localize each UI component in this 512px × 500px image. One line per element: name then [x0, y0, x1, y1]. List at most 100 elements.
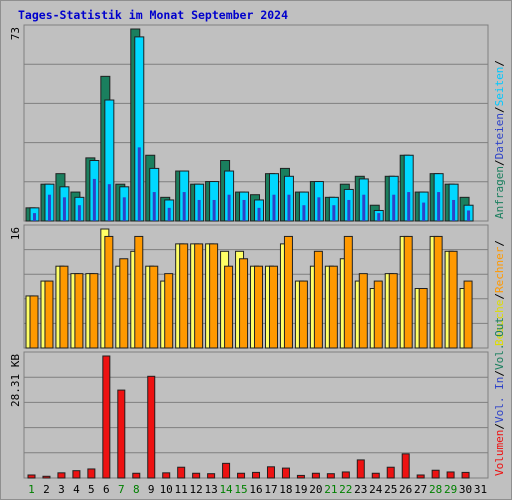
bar-seiten-day-5 — [92, 178, 96, 221]
bar-seiten-day-8 — [137, 147, 141, 221]
bar-volumen-day-5 — [87, 468, 96, 479]
panel-3-background — [23, 351, 489, 479]
bar-rechner-day-24 — [373, 280, 383, 349]
bar-rechner-day-7 — [119, 258, 129, 349]
panel-3-ymax-label: 28.31 KB — [9, 354, 22, 407]
bar-rechner-day-28 — [433, 235, 443, 349]
legend-separator: / — [493, 106, 506, 113]
bar-seiten-day-10 — [167, 207, 171, 221]
x-tick-label-day-13: 13 — [204, 483, 217, 496]
bar-volumen-day-16 — [252, 471, 261, 479]
bar-seiten-day-1 — [33, 213, 36, 221]
bar-volumen-day-10 — [162, 472, 171, 479]
panel-2-legend: Besuche/Rechner/ — [493, 240, 506, 346]
legend-rechner: Rechner — [493, 246, 506, 293]
bar-seiten-day-15 — [242, 199, 246, 221]
bar-volumen-day-27 — [416, 474, 425, 479]
bar-volumen-day-11 — [177, 466, 186, 479]
x-tick-label-day-25: 25 — [384, 483, 397, 496]
bar-volumen-day-24 — [371, 472, 380, 479]
x-tick-label-day-24: 24 — [369, 483, 383, 496]
legend-separator: / — [493, 159, 506, 166]
bar-rechner-day-27 — [418, 288, 428, 349]
legend-vol-in: Vol. In — [493, 377, 506, 423]
bar-seiten-day-19 — [302, 205, 306, 221]
x-tick-label-day-17: 17 — [264, 483, 277, 496]
x-tick-label-day-21: 21 — [324, 483, 337, 496]
bar-rechner-day-29 — [448, 250, 458, 349]
legend-dateien: Dateien — [493, 113, 506, 159]
x-tick-label-day-9: 9 — [148, 483, 155, 496]
bar-rechner-day-3 — [59, 265, 69, 349]
bar-seiten-day-18 — [287, 194, 291, 221]
x-tick-label-day-20: 20 — [309, 483, 322, 496]
bar-seiten-day-26 — [407, 192, 411, 221]
bar-rechner-day-30 — [463, 280, 473, 349]
x-tick-label-day-15: 15 — [234, 483, 247, 496]
bar-rechner-day-19 — [298, 280, 308, 349]
bar-volumen-day-3 — [57, 472, 66, 479]
bar-volumen-day-22 — [341, 471, 350, 479]
bar-seiten-day-3 — [62, 197, 66, 221]
bar-seiten-day-30 — [467, 210, 471, 221]
x-tick-label-day-2: 2 — [43, 483, 50, 496]
x-tick-label-day-28: 28 — [429, 483, 442, 496]
x-tick-label-day-8: 8 — [133, 483, 140, 496]
bar-seiten-day-28 — [437, 192, 441, 221]
x-tick-label-day-12: 12 — [190, 483, 203, 496]
bar-seiten-day-11 — [182, 192, 186, 221]
bar-rechner-day-5 — [89, 273, 99, 349]
bar-volumen-day-18 — [281, 467, 290, 479]
bar-rechner-day-10 — [164, 273, 174, 349]
bar-rechner-day-9 — [149, 265, 159, 349]
bar-volumen-day-23 — [356, 459, 365, 479]
bar-seiten-day-22 — [347, 199, 351, 221]
chart-title: Tages-Statistik im Monat September 2024 — [18, 8, 289, 22]
bar-seiten-day-7 — [122, 197, 126, 221]
bar-volumen-day-13 — [207, 473, 216, 479]
x-tick-label-day-14: 14 — [219, 483, 233, 496]
legend-separator: / — [493, 370, 506, 377]
bar-rechner-day-2 — [44, 280, 54, 349]
bar-volumen-day-26 — [401, 453, 410, 479]
bar-rechner-day-13 — [209, 243, 219, 349]
x-tick-label-day-31: 31 — [474, 483, 487, 496]
x-tick-label-day-4: 4 — [73, 483, 80, 496]
bar-seiten-day-20 — [317, 197, 321, 221]
bar-volumen-day-6 — [102, 355, 111, 479]
bar-rechner-day-25 — [388, 273, 398, 349]
bar-rechner-day-11 — [179, 243, 189, 349]
panel-2-ymax-label: 16 — [9, 227, 22, 240]
bar-seiten-day-27 — [422, 202, 426, 221]
x-tick-label-day-3: 3 — [58, 483, 65, 496]
panel-1-ymax-label: 73 — [9, 27, 22, 40]
bar-seiten-day-6 — [107, 184, 111, 221]
bar-volumen-day-2 — [42, 475, 51, 479]
x-tick-label-day-29: 29 — [444, 483, 457, 496]
x-tick-label-day-6: 6 — [103, 483, 110, 496]
bar-rechner-day-16 — [254, 265, 264, 349]
x-tick-label-day-11: 11 — [175, 483, 188, 496]
bar-rechner-day-21 — [328, 265, 338, 349]
bar-seiten-day-9 — [152, 192, 156, 221]
legend-separator: / — [493, 293, 506, 300]
bar-rechner-day-23 — [358, 273, 368, 349]
legend-seiten: Seiten — [493, 67, 506, 107]
legend-besuche: Besuche — [493, 300, 506, 346]
bar-seiten-day-13 — [212, 199, 216, 221]
bar-volumen-day-28 — [431, 469, 440, 479]
bar-rechner-day-6 — [104, 235, 114, 349]
bar-volumen-day-7 — [117, 389, 126, 479]
bar-seiten-day-16 — [257, 207, 261, 221]
x-tick-label-day-26: 26 — [399, 483, 412, 496]
bar-rechner-day-1 — [29, 295, 39, 349]
bar-volumen-day-12 — [192, 472, 201, 479]
bar-rechner-day-14 — [224, 265, 234, 349]
x-tick-label-day-7: 7 — [118, 483, 125, 496]
x-tick-label-day-23: 23 — [354, 483, 367, 496]
x-tick-label-day-16: 16 — [249, 483, 262, 496]
legend-volumen: Volumen — [493, 430, 506, 476]
x-tick-label-day-18: 18 — [279, 483, 292, 496]
bar-volumen-day-14 — [222, 462, 231, 479]
legend-separator: / — [493, 240, 506, 247]
